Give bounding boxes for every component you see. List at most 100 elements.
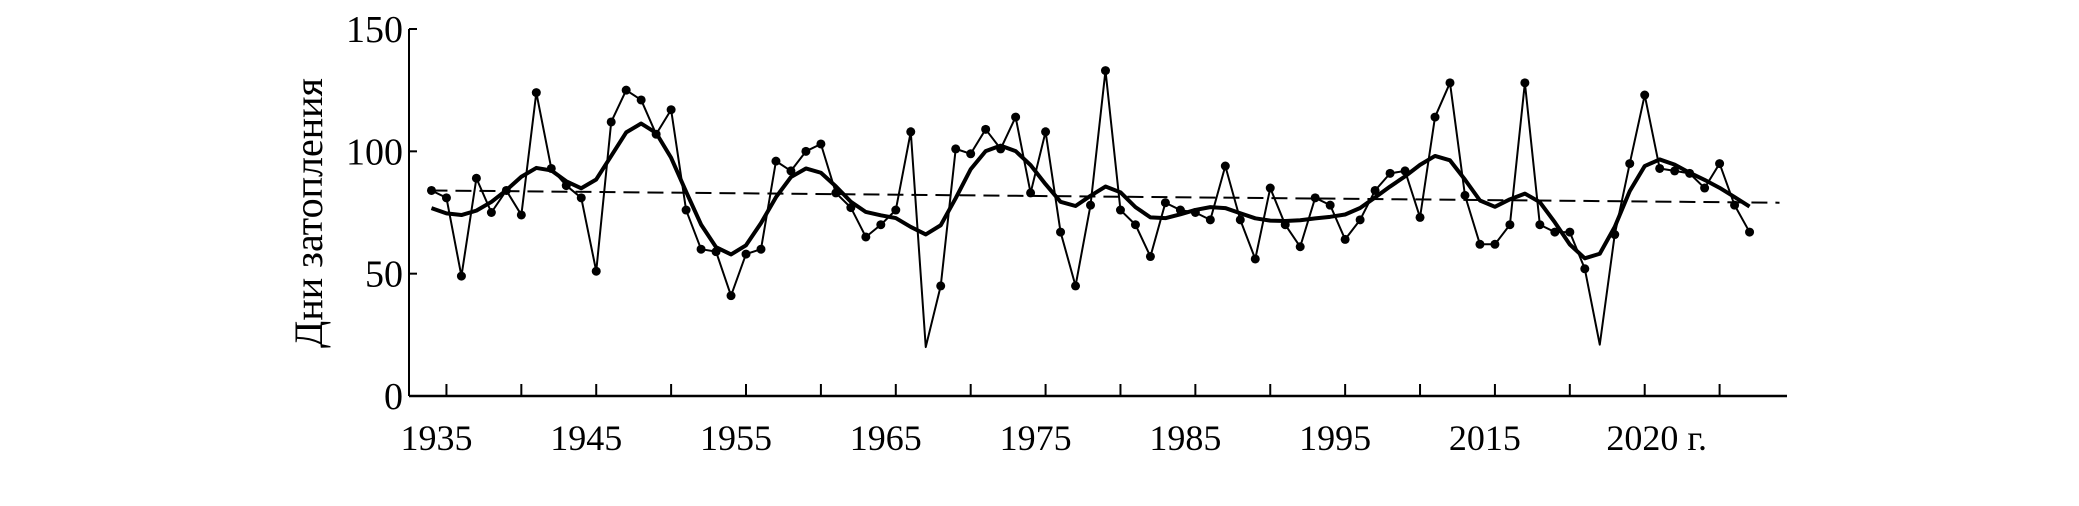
data-point bbox=[816, 139, 826, 149]
data-point bbox=[531, 88, 541, 98]
data-point bbox=[1445, 78, 1455, 88]
data-point bbox=[771, 156, 781, 166]
x-tick-label: 1965 bbox=[850, 418, 922, 458]
data-point bbox=[1580, 264, 1590, 274]
data-point bbox=[651, 129, 661, 139]
data-point bbox=[1340, 234, 1350, 244]
data-point bbox=[426, 185, 436, 195]
data-point bbox=[1715, 159, 1725, 169]
data-point bbox=[876, 220, 886, 230]
data-point bbox=[831, 188, 841, 198]
data-point bbox=[1145, 252, 1155, 262]
data-point bbox=[951, 144, 961, 154]
axes: 0 50 100 150 1935 1945 1955 1965 1975 1985 1995 201… bbox=[346, 9, 1787, 458]
data-point bbox=[1220, 161, 1230, 171]
data-point bbox=[681, 205, 691, 215]
data-point bbox=[1100, 66, 1110, 76]
data-point bbox=[1011, 112, 1021, 122]
data-point bbox=[741, 249, 751, 259]
data-point bbox=[1310, 193, 1320, 203]
data-point bbox=[861, 232, 871, 242]
data-point bbox=[1265, 183, 1275, 193]
data-point bbox=[726, 291, 736, 301]
trend-line-path bbox=[431, 189, 1780, 204]
data-point bbox=[996, 144, 1006, 154]
y-tick-label: 50 bbox=[365, 254, 403, 296]
data-point bbox=[846, 203, 856, 213]
trend-line bbox=[431, 189, 1780, 204]
data-point bbox=[1655, 163, 1665, 173]
data-point bbox=[1041, 127, 1051, 137]
y-tick-label: 0 bbox=[384, 376, 403, 418]
data-point bbox=[1490, 239, 1500, 249]
data-point bbox=[1160, 198, 1170, 208]
x-tick-label: 1935 bbox=[400, 418, 472, 458]
data-point bbox=[1565, 227, 1575, 237]
data-point bbox=[621, 85, 631, 95]
data-point bbox=[516, 210, 526, 220]
data-point bbox=[1520, 78, 1530, 88]
data-point bbox=[756, 244, 766, 254]
data-point bbox=[636, 95, 646, 105]
data-point bbox=[501, 185, 511, 195]
data-point bbox=[471, 173, 481, 183]
data-point bbox=[486, 208, 496, 217]
data-point bbox=[1115, 205, 1125, 215]
data-point bbox=[1355, 215, 1365, 225]
annual-series bbox=[426, 66, 1755, 349]
data-point bbox=[456, 271, 466, 281]
data-point bbox=[591, 266, 601, 276]
data-point bbox=[891, 205, 901, 215]
data-point bbox=[786, 166, 796, 176]
data-point bbox=[711, 247, 721, 257]
x-tick-label: 1955 bbox=[700, 418, 772, 458]
data-point bbox=[1505, 220, 1515, 230]
data-point bbox=[1730, 200, 1740, 210]
data-point bbox=[801, 146, 811, 156]
smoothed-line bbox=[430, 121, 1751, 261]
data-point bbox=[1415, 212, 1425, 222]
data-point bbox=[1475, 239, 1485, 249]
data-point bbox=[1625, 159, 1635, 169]
data-point bbox=[1235, 215, 1245, 225]
data-point bbox=[1130, 220, 1140, 230]
data-point bbox=[906, 127, 916, 137]
data-point bbox=[1400, 166, 1410, 176]
data-point bbox=[1745, 227, 1755, 237]
data-point bbox=[966, 149, 976, 159]
data-point bbox=[696, 244, 706, 254]
data-point bbox=[1071, 281, 1081, 291]
x-tick-label: 2015 bbox=[1449, 418, 1521, 458]
x-tick-label: 1995 bbox=[1299, 418, 1371, 458]
data-point bbox=[1190, 208, 1200, 217]
data-point bbox=[936, 281, 946, 291]
data-point bbox=[1640, 90, 1650, 100]
smoothed-series-line bbox=[430, 121, 1751, 261]
data-point bbox=[981, 124, 991, 134]
data-point bbox=[1685, 168, 1695, 178]
data-point bbox=[561, 181, 571, 191]
data-point bbox=[1370, 185, 1380, 195]
y-tick-label: 150 bbox=[346, 9, 403, 51]
data-point bbox=[441, 193, 451, 203]
data-point bbox=[1250, 254, 1260, 264]
data-point bbox=[1430, 112, 1440, 122]
data-point bbox=[1086, 200, 1096, 210]
data-point bbox=[1175, 205, 1185, 215]
data-point bbox=[1325, 200, 1335, 210]
data-point bbox=[1280, 220, 1290, 230]
data-point bbox=[546, 163, 556, 173]
data-point bbox=[666, 105, 676, 115]
data-point bbox=[1535, 220, 1545, 230]
data-point bbox=[1670, 166, 1680, 176]
data-point bbox=[1460, 190, 1470, 200]
data-point bbox=[576, 193, 586, 203]
data-point bbox=[606, 117, 616, 127]
data-point bbox=[1056, 227, 1066, 237]
y-tick-label: 100 bbox=[346, 131, 403, 173]
x-tick-label: 1975 bbox=[1000, 418, 1072, 458]
x-tick-label: 2020 г. bbox=[1606, 418, 1707, 458]
data-point bbox=[1205, 215, 1215, 225]
data-point bbox=[1385, 168, 1395, 178]
